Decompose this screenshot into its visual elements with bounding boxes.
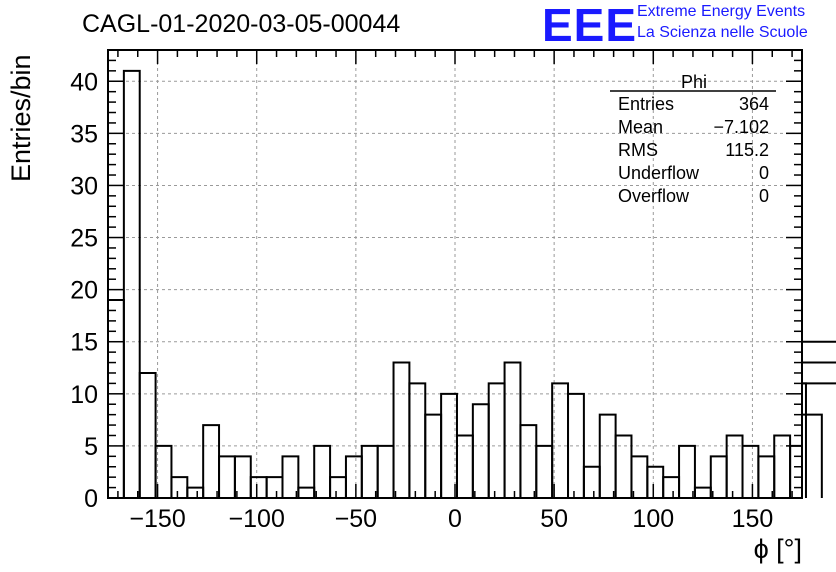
y-tick-label: 20 bbox=[70, 277, 98, 305]
histogram-bin bbox=[582, 465, 601, 498]
histogram-bin bbox=[170, 476, 189, 498]
stats-label: Overflow bbox=[618, 186, 690, 206]
histogram-bin bbox=[313, 444, 332, 498]
histogram-bin bbox=[249, 476, 268, 498]
histogram-bin bbox=[741, 444, 760, 498]
x-tick-label: 50 bbox=[540, 505, 568, 533]
histogram-bin bbox=[329, 476, 347, 498]
stats-value: 0 bbox=[759, 163, 769, 183]
stats-label: RMS bbox=[618, 140, 658, 160]
histogram-bin bbox=[614, 434, 633, 498]
histogram-bin bbox=[725, 434, 744, 498]
x-tick-label: −100 bbox=[229, 505, 285, 533]
logo-line-2: La Scienza nelle Scuole bbox=[637, 24, 808, 41]
stats-label: Entries bbox=[618, 94, 674, 114]
histogram-bin bbox=[344, 455, 363, 498]
y-tick-label: 5 bbox=[84, 433, 98, 461]
histogram-bin bbox=[281, 455, 300, 498]
histogram-bin bbox=[265, 476, 284, 498]
histogram-bin bbox=[297, 486, 316, 498]
histogram-bin bbox=[789, 444, 803, 498]
histogram-bin bbox=[107, 299, 125, 498]
histogram-bin bbox=[519, 424, 538, 498]
y-tick-label: 10 bbox=[70, 381, 98, 409]
histogram-bin bbox=[138, 371, 157, 498]
x-tick-label: −150 bbox=[129, 505, 185, 533]
histogram-bin bbox=[408, 382, 427, 498]
histogram-bin bbox=[646, 465, 665, 498]
y-tick-label: 40 bbox=[70, 68, 98, 96]
x-axis-label: ϕ [°] bbox=[753, 534, 802, 564]
stats-label: Underflow bbox=[618, 163, 700, 183]
tick-labels: −150 −100 −50 0 50 100 150 0 5 10 15 20 25 30 35 40 bbox=[70, 68, 773, 533]
histogram-bin bbox=[567, 392, 585, 498]
histogram-bin bbox=[376, 444, 395, 498]
histogram-bin bbox=[487, 382, 506, 498]
y-tick-label: 30 bbox=[70, 172, 98, 200]
y-tick-label: 25 bbox=[70, 225, 98, 253]
x-tick-label: 0 bbox=[448, 505, 462, 533]
logo-mark: EEE bbox=[542, 0, 638, 51]
page-title: CAGL-01-2020-03-05-00044 bbox=[82, 10, 401, 38]
stats-value: 0 bbox=[759, 186, 769, 206]
stats-box: Phi Entries 364 Mean −7.102 RMS 115.2 Underflow… bbox=[610, 72, 776, 206]
histogram-bin bbox=[455, 434, 474, 498]
histogram-bin bbox=[218, 455, 236, 498]
logo-line-1: Extreme Energy Events bbox=[637, 3, 806, 20]
histogram-bin bbox=[801, 340, 836, 498]
stats-value: 364 bbox=[739, 94, 769, 114]
histogram-bin bbox=[202, 424, 221, 498]
histogram-bin bbox=[662, 476, 681, 498]
histogram-bin bbox=[186, 486, 205, 498]
axis-ticks bbox=[108, 50, 802, 499]
histogram-bin bbox=[154, 444, 173, 498]
stats-value: −7.102 bbox=[713, 117, 769, 137]
y-tick-label: 15 bbox=[70, 329, 98, 357]
histogram-bin bbox=[801, 382, 836, 498]
histogram-bin bbox=[360, 444, 379, 498]
histogram-bin bbox=[424, 413, 443, 498]
y-tick-label: 35 bbox=[70, 120, 98, 148]
histogram-bin bbox=[598, 413, 617, 498]
stats-value: 115.2 bbox=[725, 140, 769, 160]
histogram-bin bbox=[503, 361, 522, 498]
histogram-bin bbox=[535, 444, 554, 498]
histogram-bin bbox=[773, 434, 792, 498]
stats-title: Phi bbox=[681, 72, 707, 92]
x-tick-label: 150 bbox=[732, 505, 774, 533]
x-tick-label: −50 bbox=[335, 505, 377, 533]
histogram-bin bbox=[678, 444, 696, 498]
histogram-bin bbox=[122, 69, 141, 498]
histogram-bin bbox=[693, 486, 712, 498]
histogram-bin bbox=[392, 361, 411, 498]
histogram-bin bbox=[471, 403, 490, 498]
grid-lines bbox=[108, 50, 802, 498]
x-tick-label: 100 bbox=[632, 505, 674, 533]
y-tick-label: 0 bbox=[84, 485, 98, 513]
stats-label: Mean bbox=[618, 117, 663, 137]
